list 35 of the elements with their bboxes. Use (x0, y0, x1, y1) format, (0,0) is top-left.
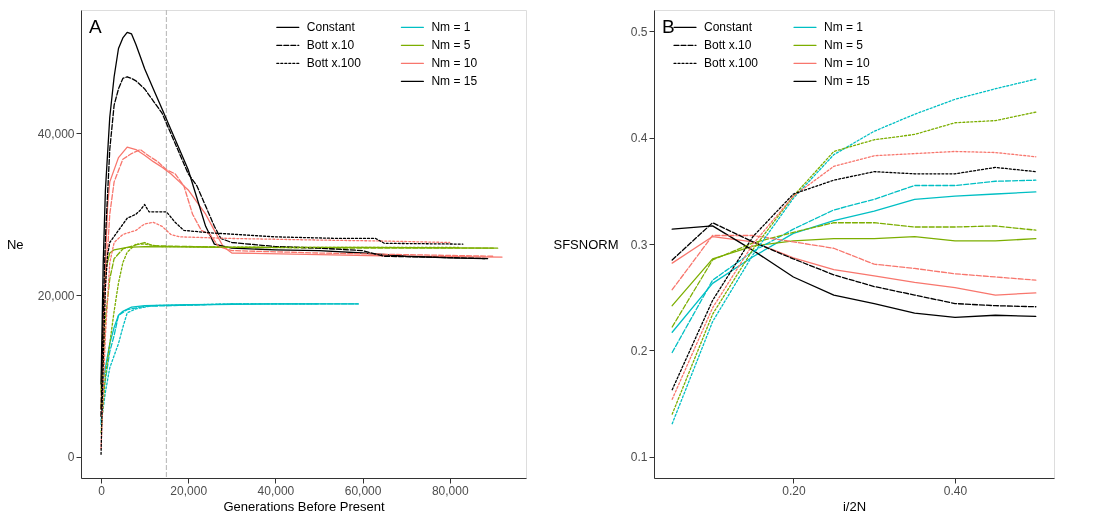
x-axis-title: i/2N (842, 498, 867, 514)
y-tick-label: 20,000 (37, 288, 75, 303)
legend-label: Nm = 15 (824, 74, 871, 89)
x-tick-label: 0 (98, 483, 106, 498)
legend-label: Nm = 1 (824, 20, 864, 35)
chart-title: B (662, 16, 675, 37)
y-tick-label: 40,000 (37, 126, 75, 141)
x-tick-label: 40,000 (257, 483, 295, 498)
x-axis-title: Generations Before Present (223, 498, 385, 514)
legend-label: Nm = 10 (431, 56, 478, 71)
annotation: Bott x.10 (306, 38, 355, 53)
annotation: Constant (306, 20, 356, 35)
x-tick-label: 80,000 (431, 483, 469, 498)
annotation: Bott x.10 (704, 38, 752, 53)
x-tick-label: 20,000 (170, 483, 208, 498)
legend-label: Nm = 15 (431, 74, 478, 89)
annotation: Bott x.100 (704, 56, 759, 71)
x-tick-label: 0.20 (782, 483, 806, 498)
chart-title: A (89, 16, 102, 37)
legend-label: Nm = 1 (431, 20, 471, 35)
legend-label: Nm = 5 (824, 38, 864, 53)
x-tick-label: 0.40 (943, 483, 968, 498)
y-axis-title: SFSNORM (553, 236, 619, 252)
y-tick-label: 0.4 (630, 131, 648, 146)
legend-label: Nm = 5 (431, 38, 471, 53)
y-tick-label: 0.3 (630, 237, 648, 252)
y-tick-label: 0.1 (630, 450, 648, 465)
y-tick-label: 0.5 (630, 24, 648, 39)
annotation: Bott x.100 (306, 56, 362, 71)
x-tick-label: 60,000 (344, 483, 382, 498)
y-axis-title: Ne (6, 236, 24, 252)
y-tick-label: 0 (67, 450, 75, 465)
legend-label: Nm = 10 (824, 56, 871, 71)
annotation: Constant (704, 20, 753, 35)
y-tick-label: 0.2 (630, 343, 648, 358)
